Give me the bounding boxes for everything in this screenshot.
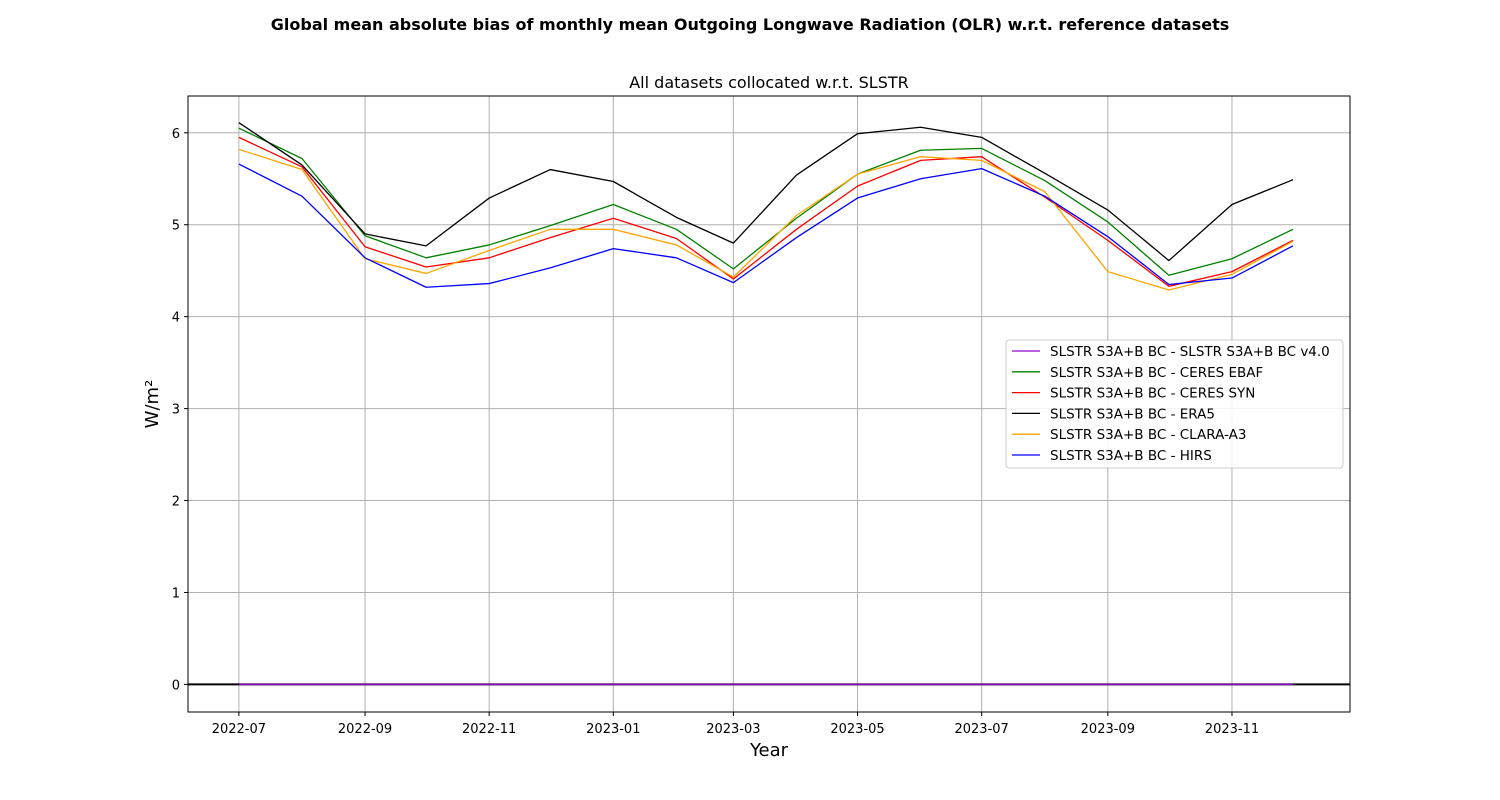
x-tick-label: 2023-01 (586, 722, 640, 737)
series-line-5 (238, 163, 1294, 288)
x-axis-label: Year (749, 740, 789, 761)
y-tick-label: 1 (172, 586, 180, 601)
y-tick-label: 4 (172, 311, 180, 326)
y-tick-label: 3 (172, 403, 180, 418)
y-axis-ticks: 0 1 2 3 4 5 6 (172, 127, 188, 693)
x-tick-label: 2022-07 (212, 722, 266, 737)
legend-items: SLSTR S3A+B BC - SLSTR S3A+B BC v4.0 SLST… (1012, 344, 1330, 464)
legend-label: SLSTR S3A+B BC - CERES EBAF (1050, 365, 1263, 381)
x-tick-label: 2023-11 (1205, 722, 1259, 737)
y-tick-label: 5 (172, 219, 180, 234)
legend: SLSTR S3A+B BC - SLSTR S3A+B BC v4.0 SLST… (1005, 339, 1344, 469)
y-tick-label: 6 (172, 127, 180, 142)
x-tick-label: 2023-07 (954, 722, 1008, 737)
series-line-3 (238, 122, 1294, 262)
x-tick-label: 2023-03 (706, 722, 760, 737)
legend-label: SLSTR S3A+B BC - ERA5 (1050, 406, 1215, 422)
y-axis-label: W/m² (142, 380, 163, 429)
y-tick-label: 2 (172, 495, 180, 510)
chart-title: All datasets collocated w.r.t. SLSTR (629, 73, 909, 92)
legend-label: SLSTR S3A+B BC - SLSTR S3A+B BC v4.0 (1050, 344, 1330, 360)
x-axis-ticks: 2022-07 2022-09 2022-11 2023-01 2023-03 2023-… (212, 712, 1259, 737)
series-line-2 (238, 136, 1294, 287)
series-line-1 (238, 127, 1294, 276)
legend-label: SLSTR S3A+B BC - CLARA-A3 (1050, 427, 1246, 443)
y-tick-label: 0 (172, 678, 180, 693)
legend-label: SLSTR S3A+B BC - CERES SYN (1050, 386, 1255, 402)
chart-suptitle: Global mean absolute bias of monthly mea… (271, 15, 1229, 34)
x-tick-label: 2023-05 (830, 722, 884, 737)
series-line-4 (238, 148, 1294, 291)
x-tick-label: 2022-09 (338, 722, 392, 737)
x-tick-label: 2022-11 (462, 722, 516, 737)
legend-label: SLSTR S3A+B BC - HIRS (1050, 448, 1212, 464)
series-lines (238, 122, 1294, 686)
legend-box (1005, 339, 1344, 469)
x-tick-label: 2023-09 (1081, 722, 1135, 737)
plot-frame (187, 95, 1351, 713)
